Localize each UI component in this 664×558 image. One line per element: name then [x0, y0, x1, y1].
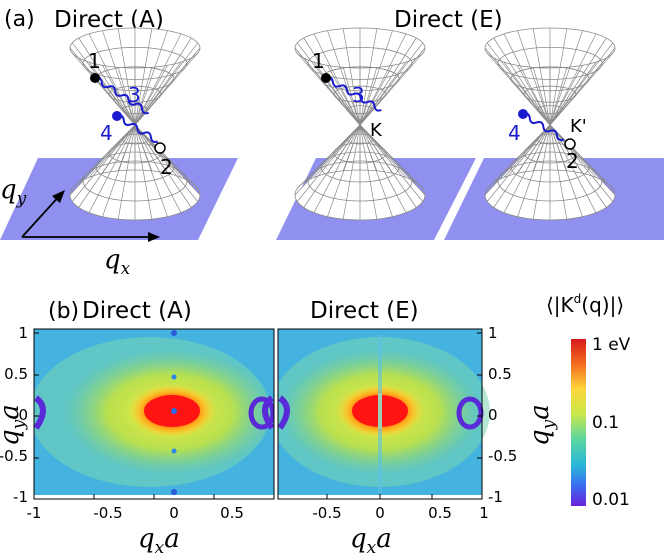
qy-arrowhead [52, 190, 65, 203]
xtick-right-3: 1 [479, 504, 489, 522]
point-label-4: 4 [100, 121, 113, 145]
xtick-right-0: -0.5 [312, 504, 341, 522]
point-2-marker [154, 142, 166, 154]
cone-middle [294, 27, 426, 221]
tick-marks [33, 332, 483, 499]
ylabel-left: qya [0, 404, 29, 446]
xlabel-left: qxa [138, 524, 180, 558]
colorbar [571, 339, 586, 506]
point-label-3: 3 [128, 83, 141, 107]
xtick-right-2: 0.5 [428, 504, 452, 522]
panel-b-title-left: Direct (A) [82, 298, 192, 324]
ytick-left-3: -0.5 [0, 447, 28, 465]
heatmap-direct-e [278, 329, 490, 495]
point-label-2-right: 2 [566, 149, 579, 173]
xlabel-right: qxa [350, 524, 392, 558]
cone-right [484, 27, 616, 221]
panel-a: (a) Direct (A) Direct (E) 1 3 4 2 1 3 K … [0, 7, 664, 279]
ytick-left-1: 0.5 [4, 365, 28, 383]
xtick-right-1: 0 [375, 504, 385, 522]
qx-arrowhead [148, 232, 160, 242]
panel-b-title-right: Direct (E) [310, 298, 419, 324]
point-1-marker [90, 73, 100, 83]
ytick-right-0: 1 [488, 324, 498, 342]
point-label-4-right: 4 [508, 121, 521, 145]
xtick-left-2: 0 [169, 504, 179, 522]
ytick-left-0: 1 [18, 324, 28, 342]
colorbar-tick-1ev: 1 eV [592, 335, 631, 355]
ytick-left-2: 0 [18, 406, 28, 424]
point-label-2: 2 [160, 155, 173, 179]
point-2-marker-right [564, 138, 576, 150]
valley-label-K: K [370, 120, 383, 141]
axis-label-qy: qy [0, 175, 27, 209]
xtick-left-3: 0.5 [220, 504, 244, 522]
phonon-wave-right [522, 112, 565, 141]
ylabel-right: qya [525, 404, 559, 446]
xtick-left-1: -0.5 [93, 504, 122, 522]
ytick-right-1: 0.5 [488, 365, 512, 383]
qy-axis-arrow [21, 192, 63, 238]
point-label-1: 1 [88, 49, 101, 73]
point-4-marker [112, 111, 122, 121]
xtick-left-0: -1 [27, 504, 42, 522]
point-4-marker-right [518, 109, 528, 119]
colorbar-tick-0.01: 0.01 [592, 490, 630, 510]
ytick-left-4: -1 [13, 488, 28, 506]
point-label-3-middle: 3 [352, 83, 365, 107]
ytick-right-4: -1 [488, 488, 503, 506]
panel-a-label: (a) [4, 7, 35, 32]
colorbar-tick-0.1: 0.1 [592, 413, 619, 433]
photon-wave-middle [325, 76, 382, 112]
cone-left [69, 27, 201, 221]
panel-b-label: (b) [48, 299, 79, 324]
point-1-marker-middle [321, 73, 331, 83]
heatmap-direct-a [34, 329, 274, 495]
point-label-1-middle: 1 [312, 49, 325, 73]
photon-wave-left [94, 76, 149, 115]
panel-a-title-right: Direct (E) [394, 7, 503, 33]
phonon-wave-left [116, 114, 159, 143]
ytick-right-2: 0 [488, 406, 498, 424]
valley-label-Kp: K' [570, 116, 587, 137]
colorbar-label: ⟨|Kd(q)|⟩ [546, 292, 624, 317]
panel-b: (b) Direct (A) Direct (E) [0, 292, 631, 558]
axis-label-qx: qx [104, 245, 131, 279]
ytick-right-3: -0.5 [488, 447, 517, 465]
